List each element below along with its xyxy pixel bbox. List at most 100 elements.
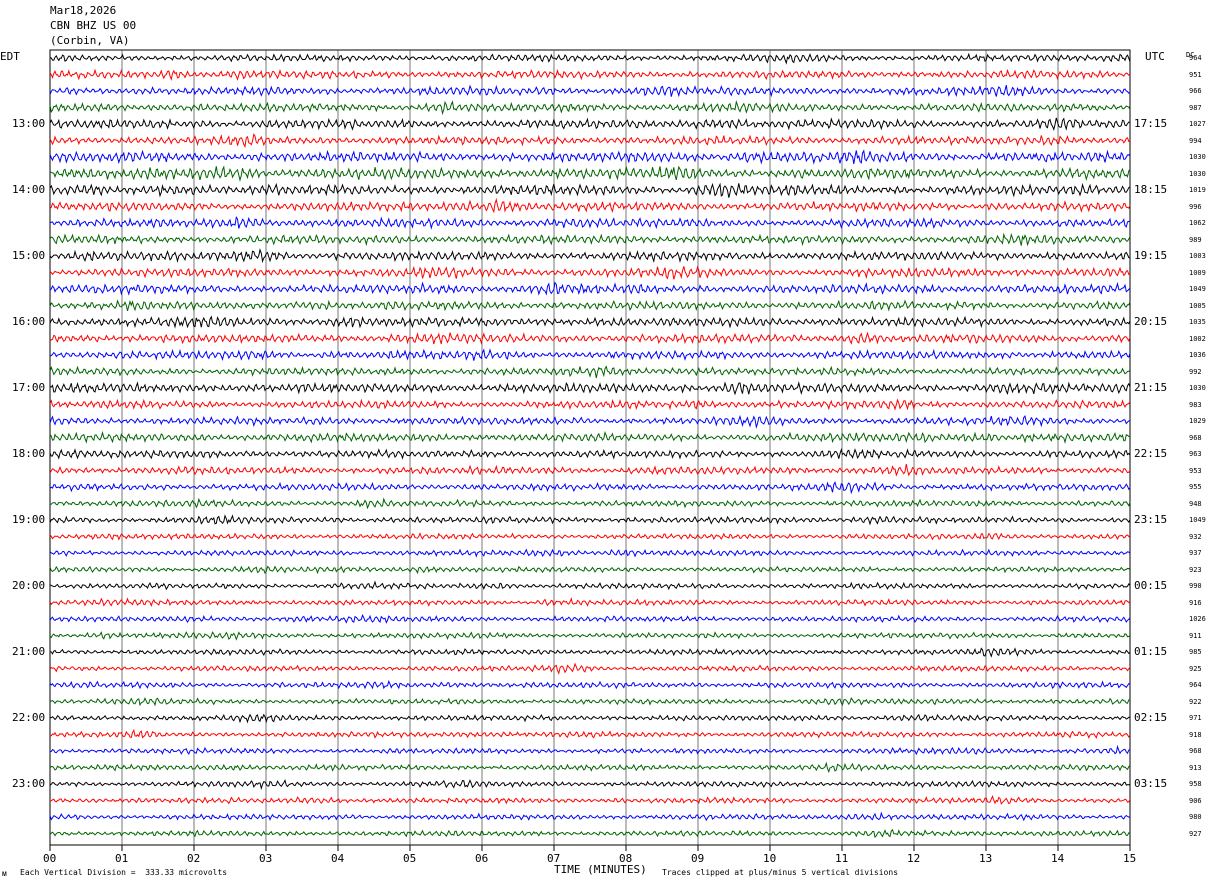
- right-hour-label: 21:15: [1134, 381, 1168, 394]
- trace-line: [49, 448, 1131, 460]
- seismic-traces: [49, 52, 1131, 839]
- dc-offset-label: 987: [1189, 103, 1202, 112]
- trace-line: [49, 795, 1131, 806]
- trace-line: [49, 182, 1131, 198]
- dc-offset-label: 1009: [1189, 268, 1206, 277]
- dc-offset-label: 906: [1189, 796, 1202, 805]
- x-tick-label: 10: [763, 852, 777, 865]
- scale-note: Each Vertical Division = 333.33 microvol…: [20, 868, 228, 877]
- x-tick-label: 08: [619, 852, 633, 865]
- x-tick-label: 04: [331, 852, 345, 865]
- right-hour-label: 23:15: [1134, 513, 1168, 526]
- dc-offset-label: 1062: [1189, 219, 1206, 227]
- trace-line: [49, 52, 1131, 65]
- left-timezone-label: EDT: [0, 50, 20, 63]
- trace-line: [49, 713, 1131, 724]
- trace-line: [49, 779, 1131, 791]
- dc-offset-label: 994: [1189, 136, 1202, 145]
- dc-offset-label: 927: [1189, 829, 1202, 838]
- trace-line: [49, 580, 1131, 591]
- trace-line: [49, 197, 1131, 214]
- dc-offset-label: 985: [1189, 648, 1202, 656]
- trace-line: [49, 398, 1131, 411]
- trace-line: [49, 414, 1131, 429]
- trace-line: [49, 481, 1131, 495]
- dc-offset-label: 951: [1189, 70, 1202, 79]
- trace-line: [49, 133, 1131, 149]
- dc-offset-label: 968: [1189, 747, 1202, 755]
- dc-offset-label: 1049: [1189, 516, 1206, 524]
- header-date: Mar18,2026: [50, 4, 117, 17]
- x-tick-label: 00: [43, 852, 57, 865]
- trace-line: [49, 68, 1131, 81]
- right-hour-label: 22:15: [1134, 447, 1168, 460]
- left-hour-label: 19:00: [12, 513, 46, 526]
- dc-offset-label: 1002: [1189, 334, 1206, 343]
- left-hour-label: 21:00: [12, 645, 46, 658]
- trace-line: [49, 430, 1131, 445]
- trace-line: [49, 631, 1131, 641]
- trace-line: [49, 679, 1131, 690]
- dc-offset-label: 966: [1189, 87, 1202, 95]
- trace-line: [49, 365, 1131, 379]
- dc-offset-label: 1019: [1189, 186, 1206, 194]
- dc-offset-label: 1035: [1189, 318, 1206, 326]
- right-hour-label: 17:15: [1134, 117, 1168, 130]
- dc-offset-label: 1026: [1189, 615, 1206, 623]
- trace-line: [49, 565, 1131, 575]
- dc-offset-label: 911: [1189, 631, 1202, 640]
- left-hour-label: 16:00: [12, 315, 46, 328]
- dc-offset-label: 990: [1189, 582, 1202, 590]
- trace-line: [49, 597, 1131, 608]
- right-hour-label: 19:15: [1134, 249, 1168, 262]
- dc-offset-label: 922: [1189, 697, 1202, 706]
- dc-offset-label: 1030: [1189, 384, 1206, 392]
- right-hour-label: 01:15: [1134, 645, 1168, 658]
- right-hour-label: 18:15: [1134, 183, 1168, 196]
- corner-mark: ᴍ: [2, 869, 7, 878]
- x-axis-title: TIME (MINUTES): [554, 863, 647, 876]
- trace-line: [49, 828, 1131, 839]
- x-axis-ticks: [49, 845, 1131, 851]
- header-station: CBN BHZ US 00: [50, 19, 137, 32]
- trace-line: [49, 497, 1131, 510]
- x-tick-label: 01: [115, 852, 129, 865]
- dc-offset-label: 1036: [1189, 351, 1206, 359]
- trace-line: [49, 265, 1131, 280]
- dc-offset-label: 1027: [1189, 120, 1206, 128]
- x-tick-label: 11: [835, 852, 849, 865]
- trace-line: [49, 744, 1131, 756]
- x-tick-label: 12: [907, 852, 921, 865]
- dc-offset-label: 925: [1189, 664, 1202, 673]
- left-hour-label: 17:00: [12, 381, 46, 394]
- dc-offset-label: 1029: [1189, 417, 1206, 425]
- dc-offset-label: 1030: [1189, 153, 1206, 161]
- dc-offset-label: 916: [1189, 598, 1202, 607]
- dc-offset-label: 992: [1189, 367, 1202, 376]
- trace-line: [49, 811, 1131, 822]
- left-hour-label: 13:00: [12, 117, 46, 130]
- trace-line: [49, 232, 1131, 247]
- trace-line: [49, 697, 1130, 707]
- trace-line: [49, 215, 1131, 230]
- x-tick-label: 09: [691, 852, 705, 865]
- time-grid: [49, 49, 1131, 846]
- dc-offset-label: 996: [1189, 202, 1202, 211]
- dc-offset-label: 953: [1189, 466, 1202, 475]
- x-tick-label: 14: [1051, 852, 1065, 865]
- trace-line: [49, 348, 1131, 361]
- clip-note: Traces clipped at plus/minus 5 vertical …: [662, 868, 899, 877]
- dc-offset-label: 963: [1189, 450, 1202, 458]
- dc-offset-label: 923: [1189, 565, 1202, 574]
- x-tick-label: 13: [979, 852, 993, 865]
- trace-line: [49, 331, 1131, 345]
- dc-offset-label: 948: [1189, 499, 1202, 508]
- right-hour-label: 02:15: [1134, 711, 1168, 724]
- dc-offset-label: 968: [1189, 433, 1202, 442]
- left-hour-label: 15:00: [12, 249, 46, 262]
- trace-line: [49, 514, 1131, 526]
- trace-line: [49, 381, 1131, 396]
- plot-frame: [49, 49, 1131, 846]
- trace-line: [49, 463, 1131, 477]
